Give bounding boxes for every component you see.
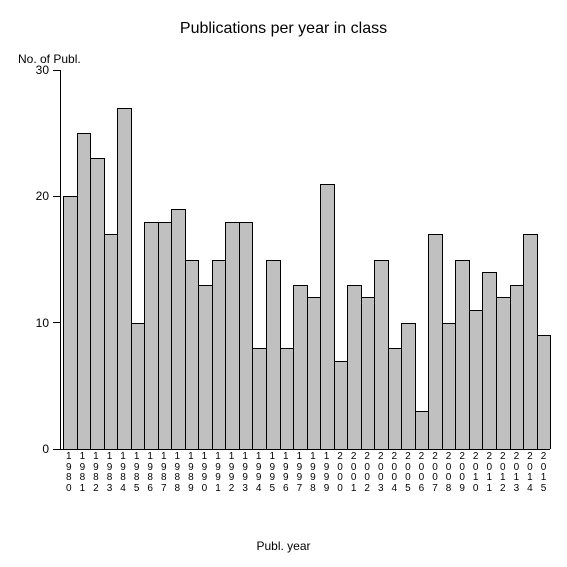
x-tick-label: 2007 xyxy=(428,452,442,494)
x-tick-label: 2001 xyxy=(347,452,361,494)
bar xyxy=(239,222,254,449)
plot-area: 0102030 xyxy=(60,70,550,450)
bar xyxy=(415,411,430,449)
bar xyxy=(510,285,525,449)
bar xyxy=(388,348,403,449)
y-tick-label: 10 xyxy=(19,316,49,330)
bar xyxy=(117,108,132,449)
x-tick-label: 1999 xyxy=(320,452,334,494)
bar xyxy=(374,260,389,450)
bar xyxy=(428,234,443,449)
bar xyxy=(90,158,105,449)
bar xyxy=(401,323,416,449)
bar xyxy=(104,234,119,449)
x-tick-label: 2014 xyxy=(523,452,537,494)
x-tick-label: 2011 xyxy=(482,452,496,494)
bar xyxy=(469,310,484,449)
chart-title: Publications per year in class xyxy=(0,20,567,38)
x-tick-label: 1994 xyxy=(252,452,266,494)
bar xyxy=(482,272,497,449)
bar xyxy=(320,184,335,449)
bar xyxy=(198,285,213,449)
y-tick-mark xyxy=(53,322,61,323)
x-tick-label: 1997 xyxy=(293,452,307,494)
bar xyxy=(334,361,349,449)
x-tick-label: 1990 xyxy=(198,452,212,494)
x-tick-label: 1987 xyxy=(157,452,171,494)
bar xyxy=(144,222,159,449)
bars-group xyxy=(61,70,550,449)
x-tick-label: 2004 xyxy=(388,452,402,494)
x-tick-label: 2002 xyxy=(360,452,374,494)
bar xyxy=(212,260,227,450)
bar xyxy=(347,285,362,449)
bar xyxy=(252,348,267,449)
y-tick-mark xyxy=(53,70,61,71)
x-tick-label: 1986 xyxy=(143,452,157,494)
bar xyxy=(280,348,295,449)
x-tick-label: 1995 xyxy=(265,452,279,494)
y-tick-label: 20 xyxy=(19,189,49,203)
x-tick-label: 2003 xyxy=(374,452,388,494)
x-tick-label: 1988 xyxy=(171,452,185,494)
bar xyxy=(523,234,538,449)
x-tick-label: 1991 xyxy=(211,452,225,494)
bar xyxy=(77,133,92,449)
y-tick-label: 0 xyxy=(19,442,49,456)
x-tick-label: 2013 xyxy=(510,452,524,494)
bar xyxy=(225,222,240,449)
x-axis-label: Publ. year xyxy=(0,539,567,553)
bar xyxy=(171,209,186,449)
x-tick-label: 2005 xyxy=(401,452,415,494)
bar xyxy=(442,323,457,449)
x-tick-label: 1993 xyxy=(238,452,252,494)
x-tick-label: 2009 xyxy=(455,452,469,494)
x-tick-label: 2008 xyxy=(442,452,456,494)
x-tick-label: 1996 xyxy=(279,452,293,494)
bar xyxy=(131,323,146,449)
bar xyxy=(361,297,376,449)
bar xyxy=(307,297,322,449)
x-tick-label: 1982 xyxy=(89,452,103,494)
chart-container: Publications per year in class No. of Pu… xyxy=(0,0,567,567)
bar xyxy=(537,335,552,449)
x-tick-label: 1985 xyxy=(130,452,144,494)
bar xyxy=(266,260,281,450)
bar xyxy=(158,222,173,449)
bar xyxy=(455,260,470,450)
y-tick-label: 30 xyxy=(19,63,49,77)
x-tick-label: 1992 xyxy=(225,452,239,494)
x-tick-label: 1998 xyxy=(306,452,320,494)
x-tick-label: 1989 xyxy=(184,452,198,494)
x-tick-label: 2000 xyxy=(333,452,347,494)
x-tick-label: 2015 xyxy=(537,452,551,494)
x-tick-label: 2010 xyxy=(469,452,483,494)
bar xyxy=(63,196,78,449)
bar xyxy=(185,260,200,450)
x-tick-label: 1981 xyxy=(76,452,90,494)
x-tick-label: 2006 xyxy=(415,452,429,494)
y-tick-mark xyxy=(53,449,61,450)
bar xyxy=(496,297,511,449)
x-ticks: 1980198119821983198419851986198719881989… xyxy=(60,452,550,494)
x-tick-label: 1983 xyxy=(103,452,117,494)
y-tick-mark xyxy=(53,196,61,197)
bar xyxy=(293,285,308,449)
x-tick-label: 2012 xyxy=(496,452,510,494)
x-tick-label: 1980 xyxy=(62,452,76,494)
x-tick-label: 1984 xyxy=(116,452,130,494)
